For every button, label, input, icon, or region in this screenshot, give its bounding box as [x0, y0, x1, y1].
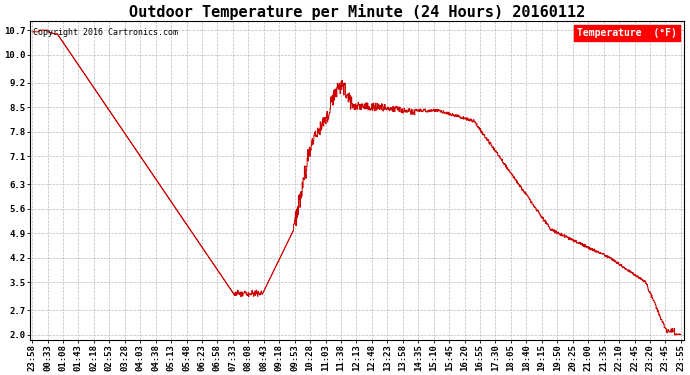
- Text: Copyright 2016 Cartronics.com: Copyright 2016 Cartronics.com: [33, 28, 178, 37]
- Title: Outdoor Temperature per Minute (24 Hours) 20160112: Outdoor Temperature per Minute (24 Hours…: [128, 4, 585, 20]
- Text: Temperature  (°F): Temperature (°F): [577, 28, 677, 38]
